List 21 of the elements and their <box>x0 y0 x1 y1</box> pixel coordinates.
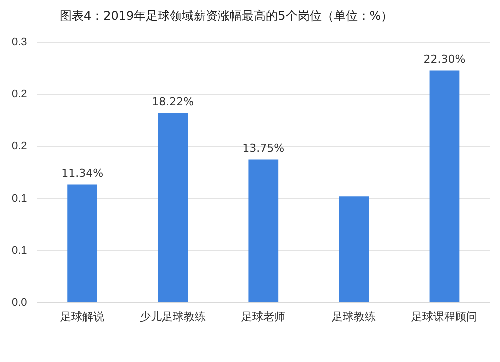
chart-title: 图表4：2019年足球领域薪资涨幅最高的5个岗位（单位：%） <box>60 8 394 25</box>
x-tick-label: 足球课程顾问 <box>412 310 478 324</box>
data-label: 18.22% <box>152 96 194 109</box>
data-label: 11.34% <box>62 167 104 180</box>
y-tick-label: 0.1 <box>12 244 28 257</box>
y-tick-label: 0.3 <box>12 36 28 49</box>
bar <box>158 113 188 302</box>
bar <box>339 196 370 302</box>
y-tick-label: 0.2 <box>12 88 28 101</box>
x-tick-label: 足球解说 <box>60 310 105 324</box>
bar <box>430 70 460 302</box>
y-tick-label: 0.1 <box>12 192 28 205</box>
x-tick-label: 足球老师 <box>242 310 286 324</box>
y-tick-label: 0.0 <box>12 296 28 309</box>
bar <box>68 184 98 302</box>
x-tick-label: 足球教练 <box>332 310 376 324</box>
x-tick-label: 少儿足球教练 <box>140 310 206 324</box>
data-label: 22.30% <box>424 53 466 66</box>
y-tick-label: 0.2 <box>12 140 28 153</box>
data-label: 13.75% <box>242 142 285 156</box>
bar <box>248 160 279 302</box>
